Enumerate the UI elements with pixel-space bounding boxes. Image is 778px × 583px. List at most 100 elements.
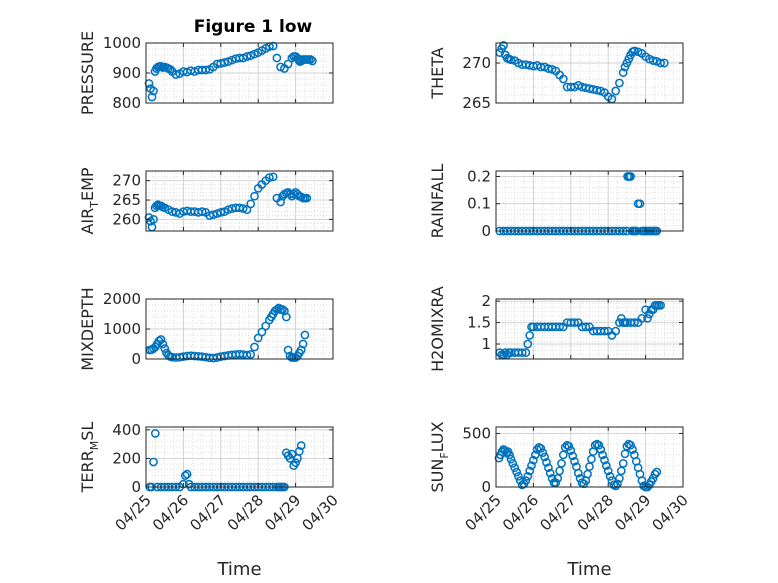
data-point xyxy=(287,449,297,459)
data-point xyxy=(648,474,658,483)
data-point xyxy=(521,476,531,485)
subplot-6: 1 1.5 2 H2OMIXRA xyxy=(428,286,684,372)
y-tick-label: 270 xyxy=(112,172,141,190)
y-tick-label: 0 xyxy=(131,350,141,368)
data-point xyxy=(605,471,615,481)
data-point xyxy=(268,41,278,51)
data-point xyxy=(302,193,312,203)
data-point xyxy=(600,455,609,465)
data-series xyxy=(145,303,310,363)
y-tick-label: 265 xyxy=(112,191,141,209)
data-point xyxy=(581,322,591,332)
data-point xyxy=(523,471,533,481)
data-point xyxy=(296,441,306,450)
data-point xyxy=(242,52,252,61)
data-series xyxy=(495,301,665,360)
data-point xyxy=(268,172,278,182)
data-point xyxy=(573,468,583,478)
data-point xyxy=(598,450,607,460)
y-tick-label: 265 xyxy=(462,94,491,112)
data-point xyxy=(650,469,660,479)
data-point xyxy=(630,318,639,327)
data-point xyxy=(291,458,300,468)
data-point xyxy=(603,466,613,476)
data-point xyxy=(150,429,160,438)
data-point xyxy=(652,467,662,477)
data-point xyxy=(570,456,579,466)
minor-grid xyxy=(496,43,683,104)
y-tick-label: 200 xyxy=(112,449,141,467)
y-axis-label: AIRTEMP xyxy=(78,167,101,234)
y-tick-label: 260 xyxy=(112,210,141,228)
data-point xyxy=(238,204,248,213)
data-point xyxy=(220,58,229,67)
data-point xyxy=(165,65,175,74)
data-point xyxy=(618,459,628,468)
data-point xyxy=(257,327,267,337)
y-axis-label: MIXDEPTH xyxy=(78,287,97,370)
data-point xyxy=(596,445,606,454)
data-point xyxy=(514,471,523,481)
minor-grid xyxy=(496,170,683,232)
y-tick-label: 900 xyxy=(112,64,141,82)
data-point xyxy=(536,444,546,453)
data-point xyxy=(250,191,259,201)
data-point xyxy=(648,56,658,65)
axes-box xyxy=(495,298,684,360)
data-point xyxy=(246,350,256,359)
data-point xyxy=(564,441,574,451)
axes-box xyxy=(145,170,334,232)
data-point xyxy=(281,312,291,322)
data-point xyxy=(149,457,158,467)
data-point xyxy=(624,54,634,64)
data-point xyxy=(544,463,553,473)
x-axis-label: Time xyxy=(566,559,611,580)
data-point xyxy=(265,173,274,182)
y-axis-label: THETA xyxy=(428,47,447,99)
data-point xyxy=(630,46,639,56)
data-point xyxy=(201,65,211,75)
data-point xyxy=(551,478,561,488)
data-point xyxy=(615,78,624,88)
data-point xyxy=(149,86,158,96)
data-point xyxy=(659,58,669,68)
y-tick-label: 1.5 xyxy=(467,314,491,332)
y-tick-label: 2000 xyxy=(103,290,141,308)
data-point xyxy=(506,55,516,65)
minor-grid xyxy=(146,427,333,488)
data-point xyxy=(557,459,566,468)
y-axis-label: TERRMSL xyxy=(78,422,101,494)
data-point xyxy=(306,55,315,64)
data-point xyxy=(499,350,508,360)
data-point xyxy=(637,313,647,323)
y-axis-label: PRESSURE xyxy=(78,31,97,115)
y-tick-label: 500 xyxy=(462,424,491,442)
y-tick-label: 1000 xyxy=(103,34,141,52)
axes-box xyxy=(495,170,684,232)
data-point xyxy=(538,448,548,458)
data-point xyxy=(594,440,604,450)
data-point xyxy=(611,481,621,491)
data-point xyxy=(171,70,181,79)
data-point xyxy=(566,446,576,455)
data-point xyxy=(530,450,540,460)
data-point xyxy=(523,339,533,349)
subplot-1: 800 900 1000 PRESSURE xyxy=(78,31,334,115)
data-series xyxy=(144,41,317,102)
data-point xyxy=(197,207,207,216)
y-axis-label: RAINFALL xyxy=(428,164,447,239)
data-point xyxy=(542,458,551,467)
data-point xyxy=(246,199,256,209)
data-point xyxy=(253,333,263,343)
y-tick-label: 1000 xyxy=(103,320,141,338)
data-point xyxy=(601,461,611,470)
data-point xyxy=(289,189,299,199)
data-point xyxy=(283,59,293,69)
data-point xyxy=(182,469,192,479)
data-point xyxy=(656,301,665,310)
data-point xyxy=(158,339,168,349)
data-point xyxy=(272,53,282,63)
y-axis-label: H2OMIXRA xyxy=(428,286,447,372)
data-point xyxy=(611,86,621,96)
